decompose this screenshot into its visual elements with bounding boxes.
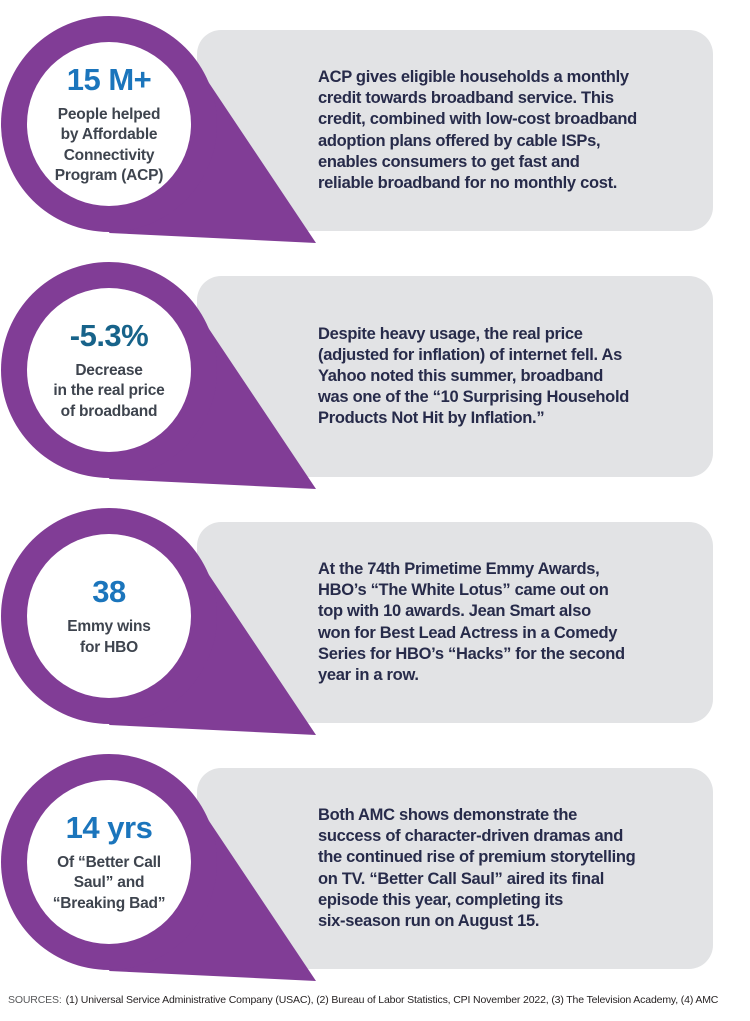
stat-row-emmy: At the 74th Primetime Emmy Awards, HBO’s… — [0, 501, 750, 747]
description-card: Despite heavy usage, the real price (adj… — [197, 276, 713, 477]
teardrop-pin-icon — [1, 508, 316, 735]
stat-label: People helped by Affordable Connectivity… — [54, 105, 164, 184]
pin-inner-circle — [27, 42, 191, 206]
pin-inner-circle — [27, 534, 191, 698]
stat-value: -5.3% — [69, 317, 149, 353]
stat-value: 14 yrs — [65, 809, 153, 845]
stat-label: Emmy wins for HBO — [67, 618, 151, 656]
teardrop-pin-icon — [1, 16, 316, 243]
description-text: Despite heavy usage, the real price (adj… — [318, 324, 630, 428]
description-text: Both AMC shows demonstrate the success o… — [318, 806, 636, 930]
pin-inner-circle — [27, 780, 191, 944]
stat-value: 38 — [92, 574, 126, 610]
stat-row-broadband-price: Despite heavy usage, the real price (adj… — [0, 255, 750, 501]
stat-callout: 14 yrs Of “Better Call Saul” and “Breaki… — [17, 783, 201, 941]
sources-label: SOURCES: — [8, 994, 62, 1006]
stat-callout: 38 Emmy wins for HBO — [17, 537, 201, 695]
stat-label: Decrease in the real price of broadband — [53, 361, 165, 420]
description-text: At the 74th Primetime Emmy Awards, HBO’s… — [318, 560, 625, 684]
sources-text: (1) Universal Service Administrative Com… — [65, 994, 719, 1006]
description-card: At the 74th Primetime Emmy Awards, HBO’s… — [197, 522, 713, 723]
description-text: ACP gives eligible households a monthly … — [318, 68, 637, 192]
stat-row-amc: Both AMC shows demonstrate the success o… — [0, 747, 750, 993]
teardrop-pin-icon — [1, 262, 316, 489]
stat-row-acp: ACP gives eligible households a monthly … — [0, 9, 750, 255]
stat-label: Of “Better Call Saul” and “Breaking Bad” — [52, 853, 166, 912]
stat-callout: 15 M+ People helped by Affordable Connec… — [17, 45, 201, 203]
sources-line: SOURCES: (1) Universal Service Administra… — [0, 994, 750, 1006]
pin-inner-circle — [27, 288, 191, 452]
stat-value: 15 M+ — [66, 61, 152, 97]
stat-callout: -5.3% Decrease in the real price of broa… — [17, 291, 201, 449]
teardrop-pin-icon — [1, 754, 316, 981]
